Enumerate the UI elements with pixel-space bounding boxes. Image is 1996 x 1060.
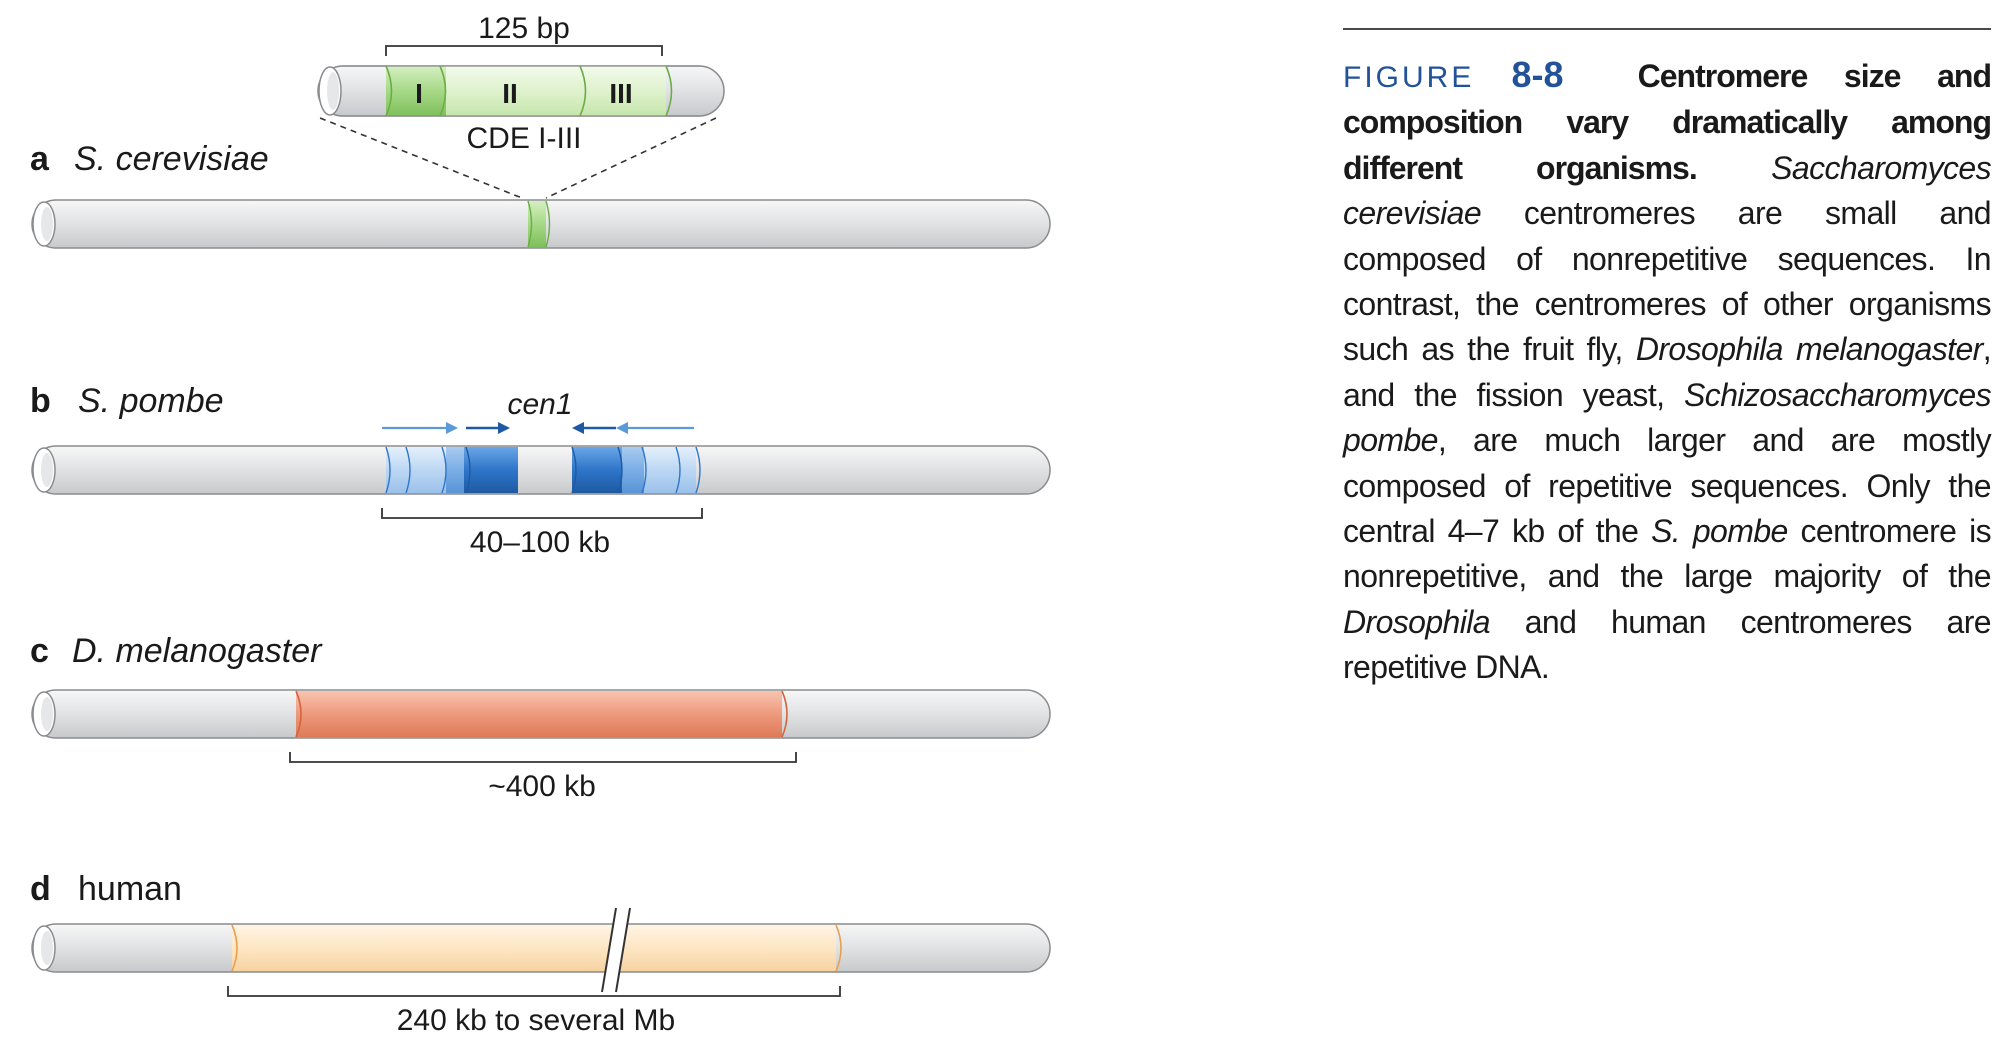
- bracket-pombe-label: 40–100 kb: [470, 526, 610, 559]
- cde-label-3: III: [609, 78, 632, 109]
- caption-text-1: centromeres are small and composed of no…: [1343, 195, 1992, 368]
- bracket-human: [227, 986, 841, 997]
- bracket-melanogaster: [289, 752, 797, 763]
- panel-a-letter: a: [30, 140, 50, 178]
- caption-species-5: Drosophila: [1343, 603, 1491, 640]
- cde-label-1: I: [415, 78, 423, 109]
- panel-a: a S. cerevisiae I II III 125 bp CDE I-II…: [30, 12, 1051, 249]
- panel-d-organism: human: [78, 870, 182, 908]
- caption-text-2: , and the fission yeast,: [1343, 331, 1992, 413]
- caption-species-3: Schizosaccharomyces pombe: [1343, 376, 1992, 459]
- caption-species-1: Saccharomyces cerevisiae: [1343, 149, 1992, 232]
- bracket-human-label: 240 kb to several Mb: [397, 1004, 675, 1037]
- cde-label-2: II: [502, 78, 518, 109]
- bracket-125bp-label: 125 bp: [478, 12, 570, 45]
- panel-b-organism: S. pombe: [78, 382, 224, 420]
- centromere-diagram: a S. cerevisiae I II III 125 bp CDE I-II…: [30, 12, 1051, 1037]
- caption-text-4: centromere is nonrepetitive, and the lar…: [1343, 513, 1992, 595]
- zoom-line-left: [319, 117, 523, 199]
- cerevisiae-zoom-cylinder: [317, 65, 725, 117]
- figure-caption: FIGURE 8-8 Centromere size and compositi…: [1343, 28, 1992, 691]
- cerevisiae-chromosome: [31, 199, 1051, 249]
- panel-a-organism: S. cerevisiae: [74, 140, 269, 178]
- panel-d-letter: d: [30, 870, 51, 908]
- caption-text-5: and human centromeres are repetitive DNA…: [1343, 603, 1992, 686]
- melanogaster-chromosome: [31, 689, 1051, 739]
- panel-c: c D. melanogaster ~400 kb: [30, 632, 1051, 803]
- bracket-melanogaster-label: ~400 kb: [488, 770, 596, 803]
- human-chromosome: [31, 907, 1051, 993]
- panel-c-organism: D. melanogaster: [72, 632, 323, 670]
- panel-d: d human 240 kb to several Mb: [30, 870, 1051, 1037]
- repeat-arrows: [382, 422, 694, 434]
- panel-b-letter: b: [30, 382, 51, 420]
- figure-number: 8-8: [1511, 54, 1564, 95]
- cen1-label: cen1: [507, 388, 572, 421]
- cde-region-label: CDE I-III: [466, 122, 581, 155]
- panel-c-letter: c: [30, 632, 49, 670]
- pombe-chromosome: [31, 445, 1051, 495]
- caption-species-4: S. pombe: [1651, 513, 1788, 550]
- figure-title: Centromere size and composition vary dra…: [1343, 58, 1992, 186]
- zoom-line-right: [545, 117, 717, 199]
- panel-b: b S. pombe cen1: [30, 382, 1051, 559]
- caption-text-3: , are much larger and are mostly compose…: [1343, 422, 1992, 550]
- bracket-pombe: [381, 508, 703, 519]
- caption-species-2: Drosophila melanogaster: [1635, 331, 1983, 368]
- figure-label: FIGURE: [1343, 61, 1475, 94]
- bracket-125bp: [385, 45, 663, 56]
